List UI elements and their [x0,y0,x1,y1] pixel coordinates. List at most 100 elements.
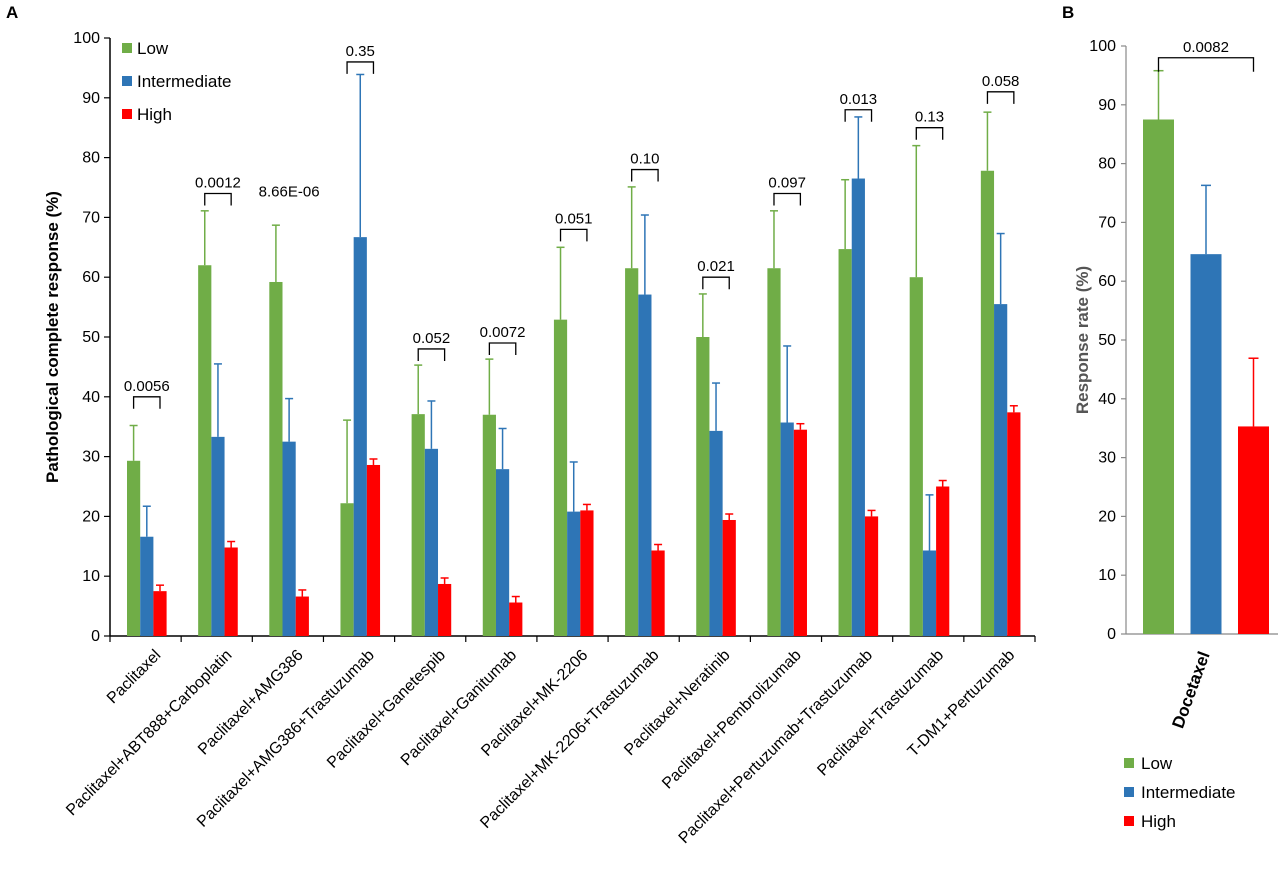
y-axis-label-b: Response rate (%) [1073,266,1092,414]
bar-low-2 [269,281,283,636]
bar-b-low [1143,119,1174,634]
bar-b-intermediate [1190,254,1222,635]
p-value-label-1: 0.0012 [195,174,241,191]
p-value-bracket-4 [417,348,446,361]
p-value-bracket-11 [915,127,944,140]
bar-intermediate-1 [211,436,225,636]
p-value-bracket-3 [346,61,375,74]
bar-intermediate-2 [282,441,296,636]
p-value-bracket-10 [844,109,873,122]
bar-high-6 [580,510,594,636]
p-value-bracket-9 [773,192,802,206]
p-value-label-3: 0.35 [346,43,375,60]
p-value-label-0: 0.0056 [124,378,170,395]
y-tick-label-b: 60 [1098,273,1116,290]
p-value-label-4: 0.052 [413,330,451,347]
y-tick-label-b: 50 [1098,332,1116,349]
bar-high-1 [224,547,238,636]
legend-swatch-b-low [1124,758,1134,768]
legend-swatch-a-low [122,43,132,53]
legend-swatch-b-high [1124,816,1134,826]
panel-b-label: B [1062,3,1074,22]
p-value-label-11: 0.13 [915,109,944,126]
p-value-label-10: 0.013 [840,91,878,108]
p-value-bracket-8 [702,276,730,290]
p-value-bracket-0 [132,396,161,409]
chart-a: 0 10 20 30 40 50 60 70 80 90 100 Pathological compl… [43,30,1036,847]
bar-low-7 [625,268,639,636]
bar-high-11 [936,486,950,636]
y-tick-label-b: 20 [1098,508,1116,525]
bar-intermediate-6 [567,511,581,636]
p-value-bracket-7 [631,168,659,182]
bar-intermediate-8 [709,430,723,636]
bar-intermediate-7 [638,294,652,636]
bar-intermediate-10 [851,178,865,636]
bar-low-12 [980,170,995,637]
y-tick-label-b: 70 [1098,214,1116,231]
bar-intermediate-9 [780,422,794,636]
y-tick-label-a: 40 [82,389,100,406]
bar-high-4 [438,583,452,636]
y-tick-label-b: 80 [1098,156,1116,173]
p-value-label-2: 8.66E-06 [259,183,320,200]
bar-low-5 [482,414,496,636]
legend-label-b-intermediate: Intermediate [1141,783,1236,802]
y-tick-label-b: 30 [1098,450,1116,467]
y-tick-label-a: 90 [82,90,100,107]
p-value-bracket-b [1157,57,1255,72]
bar-low-9 [767,268,781,636]
bar-high-0 [153,591,167,636]
bar-low-3 [340,503,354,636]
legend-label-a-low: Low [137,39,169,58]
p-value-label-9: 0.097 [768,174,806,191]
y-tick-label-a: 30 [82,449,100,466]
bar-intermediate-3 [353,237,367,636]
legend-swatch-b-intermediate [1124,787,1134,797]
bar-high-3 [366,464,381,636]
category-label-0: Paclitaxel [104,647,164,707]
bar-b-high [1238,426,1269,634]
p-value-label-5: 0.0072 [480,324,526,341]
category-label-5: Paclitaxel+Ganitumab [398,647,520,769]
y-tick-label-b: 40 [1098,391,1116,408]
bar-low-10 [838,249,852,636]
bar-high-10 [864,516,879,636]
y-tick-label-a: 10 [82,568,100,585]
bar-low-0 [127,460,141,636]
y-tick-label-a: 20 [82,508,100,525]
y-tick-label-b: 0 [1107,626,1116,643]
bar-low-11 [909,277,923,636]
bar-intermediate-12 [994,304,1008,636]
legend-label-a-high: High [137,105,172,124]
legend-swatch-a-intermediate [122,76,132,86]
p-value-bracket-1 [204,192,232,206]
y-axis-label-a: Pathological complete response (%) [43,191,62,483]
panel-a-label: A [6,3,18,22]
y-tick-label-a: 0 [91,628,100,645]
bar-high-7 [651,550,665,636]
y-tick-label-a: 50 [82,329,100,346]
bar-high-5 [509,602,523,636]
y-tick-label-a: 60 [82,269,100,286]
p-value-bracket-5 [488,342,517,355]
legend-label-b-high: High [1141,812,1176,831]
bar-high-2 [295,596,309,636]
y-tick-label-b: 100 [1089,38,1116,55]
p-value-label-8: 0.021 [697,258,735,275]
y-tick-label-a: 80 [82,150,100,167]
bar-intermediate-5 [495,469,510,636]
y-tick-label-b: 10 [1098,567,1116,584]
p-value-bracket-12 [986,91,1015,104]
y-tick-label-a: 70 [82,209,100,226]
legend-swatch-a-high [122,109,132,119]
legend-label-a-intermediate: Intermediate [137,72,232,91]
category-label-9: Paclitaxel+Pembrolizumab [659,647,805,793]
chart-b: 0 10 20 30 40 50 60 70 80 90 100 Response rate (%) 0… [1073,38,1278,831]
p-value-label-6: 0.051 [555,210,593,227]
bar-high-8 [722,519,736,636]
bar-high-12 [1007,412,1021,636]
p-value-label-b: 0.0082 [1183,39,1229,56]
category-label-4: Paclitaxel+Ganetespib [324,647,449,772]
